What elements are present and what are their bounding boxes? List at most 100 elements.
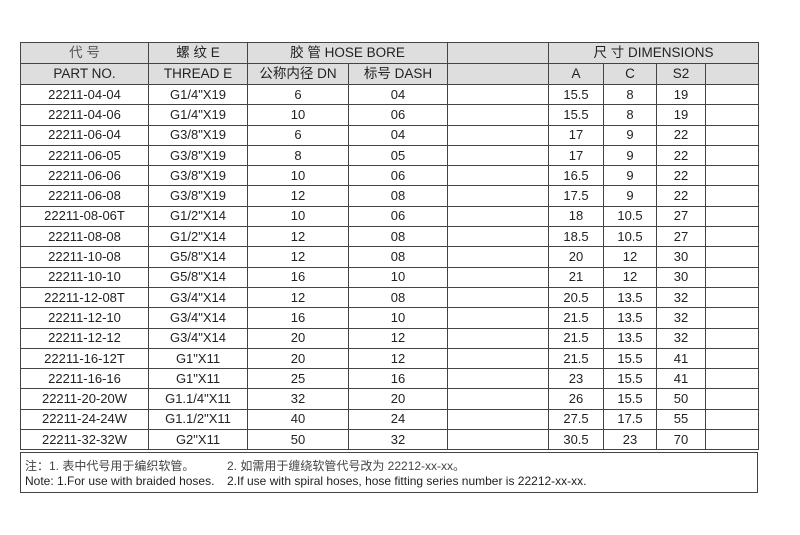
blank-cell xyxy=(447,368,549,390)
dim-s2-cell: 50 xyxy=(656,388,706,410)
hose-bore-header: 胶 管 HOSE BORE xyxy=(247,42,448,64)
dn-cell: 25 xyxy=(247,368,349,390)
thread-cell: G1"X11 xyxy=(148,368,248,390)
dn-cell: 20 xyxy=(247,327,349,349)
dim-s2-cell: 32 xyxy=(656,307,706,329)
dim-s2-cell: 22 xyxy=(656,124,706,146)
dim-c-cell: 12 xyxy=(603,246,657,268)
table-row: 22211-06-05 G3/8"X19 8 05 17 9 22 xyxy=(20,144,760,167)
part-no-cell: 22211-16-12T xyxy=(20,347,149,370)
dim-s2-cell: 41 xyxy=(656,347,706,370)
dim-c-cell: 15.5 xyxy=(603,388,657,410)
blank-cell xyxy=(704,266,760,288)
table-row: 22211-04-04 G1/4"X19 6 04 15.5 8 19 xyxy=(20,83,760,106)
part-no-cell: 22211-06-04 xyxy=(20,124,149,146)
blank-cell xyxy=(447,307,549,329)
dim-a-cell: 21.5 xyxy=(548,347,604,370)
blank-cell xyxy=(447,124,549,146)
dash-cell: 08 xyxy=(348,286,448,309)
thread-cell: G1/2"X14 xyxy=(148,205,248,228)
thread-cell: G3/8"X19 xyxy=(148,165,248,187)
dn-cell: 16 xyxy=(247,307,349,329)
thread-cell: G3/4"X14 xyxy=(148,327,248,349)
blank-cell xyxy=(704,226,760,248)
dim-a-cell: 15.5 xyxy=(548,83,604,106)
dim-a-cell: 23 xyxy=(548,368,604,390)
part-header-en: PART NO. xyxy=(20,63,149,85)
dash-cell: 04 xyxy=(348,83,448,106)
note-cn-1: 注：1. 表中代号用于编织软管。 xyxy=(25,459,195,473)
blank-cell xyxy=(447,347,549,370)
blank-cell xyxy=(447,185,549,207)
dash-cell: 04 xyxy=(348,124,448,146)
blank-cell xyxy=(704,347,760,370)
dash-cell: 08 xyxy=(348,185,448,207)
thread-cell: G1.1/2"X11 xyxy=(148,408,248,431)
part-no-cell: 22211-10-10 xyxy=(20,266,149,288)
dash-cell: 32 xyxy=(348,429,448,451)
dim-s2-cell: 22 xyxy=(656,165,706,187)
dim-s2-cell: 19 xyxy=(656,104,706,126)
dim-c-cell: 8 xyxy=(603,83,657,106)
blank-cell xyxy=(704,104,760,126)
blank-cell xyxy=(447,246,549,268)
blank-cell xyxy=(704,205,760,228)
dim-a-cell: 21.5 xyxy=(548,307,604,329)
dim-a-cell: 20.5 xyxy=(548,286,604,309)
dn-header: 公称内径 DN xyxy=(247,63,349,85)
table-row: 22211-12-12 G3/4"X14 20 12 21.5 13.5 32 xyxy=(20,327,760,349)
blank-cell xyxy=(704,408,760,431)
dim-s2-cell: 30 xyxy=(656,246,706,268)
dim-c-cell: 10.5 xyxy=(603,226,657,248)
blank-cell xyxy=(704,144,760,167)
header-row-2: PART NO. THREAD E 公称内径 DN 标号 DASH A C S2 xyxy=(20,63,760,85)
dash-cell: 10 xyxy=(348,266,448,288)
dn-cell: 6 xyxy=(247,83,349,106)
table-row: 22211-16-16 G1"X11 25 16 23 15.5 41 xyxy=(20,368,760,390)
blank-cell xyxy=(704,307,760,329)
table-row: 22211-12-08T G3/4"X14 12 08 20.5 13.5 32 xyxy=(20,286,760,309)
dn-cell: 12 xyxy=(247,286,349,309)
c-header: C xyxy=(603,63,657,85)
part-no-cell: 22211-06-08 xyxy=(20,185,149,207)
table-row: 22211-20-20W G1.1/4"X11 32 20 26 15.5 50 xyxy=(20,388,760,410)
dim-a-cell: 17 xyxy=(548,144,604,167)
dash-cell: 12 xyxy=(348,347,448,370)
blank-cell xyxy=(704,165,760,187)
blank-cell xyxy=(704,368,760,390)
thread-cell: G1.1/4"X11 xyxy=(148,388,248,410)
dn-cell: 50 xyxy=(247,429,349,451)
dim-a-cell: 21 xyxy=(548,266,604,288)
dim-a-cell: 20 xyxy=(548,246,604,268)
dim-a-cell: 27.5 xyxy=(548,408,604,431)
blank-header xyxy=(704,63,760,85)
dash-cell: 05 xyxy=(348,144,448,167)
blank-cell xyxy=(447,327,549,349)
table-row: 22211-16-12T G1"X11 20 12 21.5 15.5 41 xyxy=(20,347,760,370)
dash-cell: 06 xyxy=(348,205,448,228)
dim-s2-cell: 22 xyxy=(656,185,706,207)
dim-a-cell: 17 xyxy=(548,124,604,146)
blank-cell xyxy=(704,185,760,207)
dn-cell: 40 xyxy=(247,408,349,431)
part-no-cell: 22211-10-08 xyxy=(20,246,149,268)
thread-cell: G5/8"X14 xyxy=(148,266,248,288)
table-row: 22211-04-06 G1/4"X19 10 06 15.5 8 19 xyxy=(20,104,760,126)
dim-s2-cell: 30 xyxy=(656,266,706,288)
table-row: 22211-06-08 G3/8"X19 12 08 17.5 9 22 xyxy=(20,185,760,207)
dim-a-cell: 21.5 xyxy=(548,327,604,349)
thread-cell: G2"X11 xyxy=(148,429,248,451)
dim-s2-cell: 22 xyxy=(656,144,706,167)
blank-cell xyxy=(447,388,549,410)
note-en-1: Note: 1.For use with braided hoses. xyxy=(25,474,215,488)
blank-cell xyxy=(704,124,760,146)
dim-a-cell: 16.5 xyxy=(548,165,604,187)
part-no-cell: 22211-08-08 xyxy=(20,226,149,248)
thread-cell: G1/4"X19 xyxy=(148,104,248,126)
dim-s2-cell: 32 xyxy=(656,327,706,349)
dn-cell: 12 xyxy=(247,246,349,268)
note-en-2: 2.If use with spiral hoses, hose fitting… xyxy=(227,474,587,488)
dim-c-cell: 15.5 xyxy=(603,347,657,370)
dim-c-cell: 10.5 xyxy=(603,205,657,228)
dim-s2-cell: 27 xyxy=(656,205,706,228)
